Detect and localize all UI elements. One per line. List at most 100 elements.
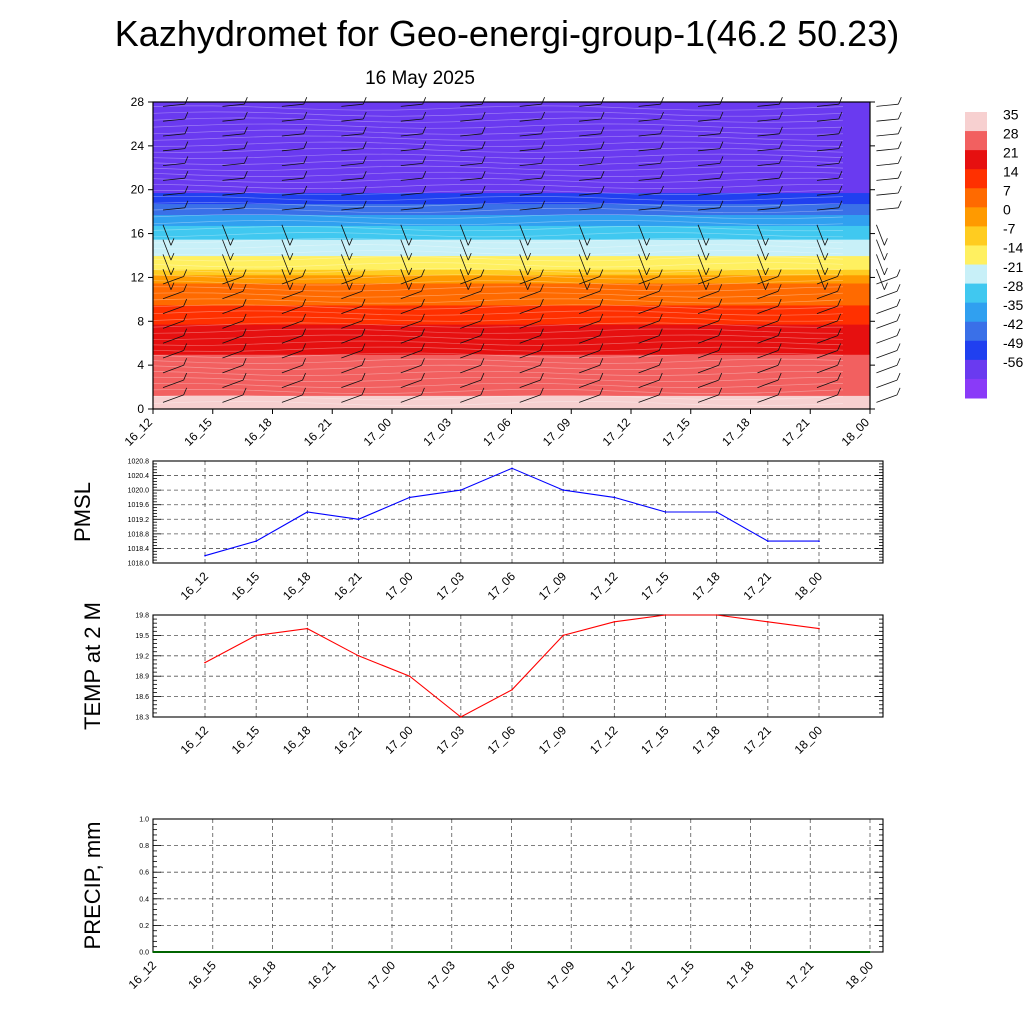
wind-barb-staff: [579, 192, 602, 196]
data-point: [562, 634, 564, 637]
wind-barb-flag: [777, 269, 782, 277]
wind-barb-staff: [757, 320, 779, 329]
wind-barb-staff: [519, 254, 529, 276]
wind-barb-flag: [408, 238, 413, 246]
wind-barb-flag: [599, 372, 604, 381]
heatmap-band: [153, 148, 870, 152]
colorbar-label: 0: [1003, 202, 1011, 218]
wind-barb-flag: [422, 141, 427, 149]
xtick-label: 17_21: [783, 958, 817, 992]
wind-barb-flag: [184, 111, 189, 120]
heatmap-band: [153, 326, 870, 331]
wind-barb-staff: [697, 276, 719, 285]
wind-barb-flag: [303, 141, 308, 149]
wind-barb-staff: [698, 207, 720, 211]
wind-barb-flag: [480, 269, 485, 277]
wind-barb-staff: [400, 239, 410, 261]
wind-barb-flag: [303, 97, 308, 105]
wind-barb-flag: [183, 358, 188, 366]
wind-barb-flag: [540, 372, 544, 381]
wind-barb-staff: [816, 148, 839, 152]
data-point: [613, 496, 616, 499]
heatmap-band: [153, 126, 870, 131]
wind-barb-staff: [400, 148, 423, 152]
wind-barb-staff: [638, 224, 647, 246]
heatmap-band: [153, 134, 870, 139]
heatmap-band: [153, 118, 870, 122]
wind-barb-staff: [816, 379, 838, 388]
wind-barb-flag: [481, 200, 486, 208]
wind-barb-staff: [281, 207, 304, 211]
wind-barb-staff: [162, 254, 172, 276]
wind-barb-flag: [361, 298, 366, 307]
heatmap-band: [153, 173, 870, 177]
heatmap-band: [153, 376, 870, 380]
wind-barb-flag: [540, 328, 544, 336]
wind-barb-staff: [876, 162, 899, 166]
wind-barb-flag: [421, 328, 425, 336]
wind-barb-staff: [400, 133, 423, 137]
wind-barb-flag: [303, 185, 308, 194]
wind-barb-flag: [660, 97, 664, 105]
wind-barb-staff: [222, 148, 245, 152]
heatmap-xtick-label: 16_15: [181, 415, 215, 449]
wind-barb-flag: [242, 358, 247, 366]
wind-barb-flag: [777, 298, 782, 307]
heatmap-band: [153, 288, 870, 292]
wind-barb-staff: [281, 290, 303, 300]
wind-barb-flag: [658, 298, 663, 307]
wind-barb-flag: [421, 387, 425, 396]
wind-barb-staff: [816, 103, 839, 107]
heatmap-contour: [152, 280, 844, 286]
wind-barb-flag: [599, 328, 604, 336]
wind-barb-flag: [897, 111, 902, 120]
wind-barb-flag: [422, 126, 427, 134]
heatmap-band: [153, 132, 870, 136]
wind-barb-staff: [162, 177, 185, 181]
wind-barb-staff: [519, 162, 542, 166]
wind-barb-flag: [183, 269, 188, 277]
heatmap-band: [153, 332, 870, 336]
wind-barb-flag: [527, 282, 532, 290]
wind-barb-staff: [638, 364, 660, 374]
wind-barb-staff: [638, 394, 660, 403]
wind-barb-staff: [162, 394, 184, 403]
colorbar-swatch: [965, 340, 987, 361]
heatmap-band: [153, 252, 870, 257]
wind-barb-staff: [697, 364, 719, 374]
wind-barb-staff: [162, 239, 172, 261]
heatmap-band: [153, 228, 870, 232]
wind-barb-staff: [757, 224, 766, 246]
wind-barb-flag: [837, 372, 841, 381]
ytick-label: 1018.0: [128, 561, 150, 568]
wind-barb-staff: [638, 379, 660, 388]
wind-barb-flag: [183, 313, 188, 322]
heatmap-contour: [152, 328, 844, 334]
heatmap-contour: [152, 298, 844, 304]
heatmap-band: [153, 381, 870, 385]
wind-barb-flag: [599, 313, 604, 322]
wind-barb-staff: [697, 394, 719, 403]
wind-barb-staff: [341, 133, 364, 137]
wind-barb-flag: [718, 328, 723, 336]
wind-barb-staff: [757, 364, 779, 374]
wind-barb-flag: [777, 387, 782, 396]
wind-barb-staff: [400, 162, 423, 166]
heatmap-contour: [152, 346, 844, 352]
wind-barb-staff: [757, 192, 780, 196]
data-point: [630, 951, 632, 953]
wind-barb-staff: [459, 224, 469, 246]
wind-barb-flag: [302, 328, 306, 336]
colorbar-swatch: [965, 359, 987, 380]
data-point: [664, 511, 667, 513]
wind-barb-flag: [838, 185, 843, 194]
wind-barb-flag: [362, 200, 367, 208]
wind-barb-flag: [540, 269, 544, 277]
wind-barb-staff: [697, 335, 719, 344]
xtick-label: 16_18: [280, 569, 314, 603]
wind-barb-staff: [698, 177, 720, 181]
heatmap-contour: [152, 394, 844, 401]
wind-barb-flag: [600, 97, 605, 105]
colorbar-swatch: [965, 302, 987, 323]
heatmap-contour: [152, 141, 844, 147]
